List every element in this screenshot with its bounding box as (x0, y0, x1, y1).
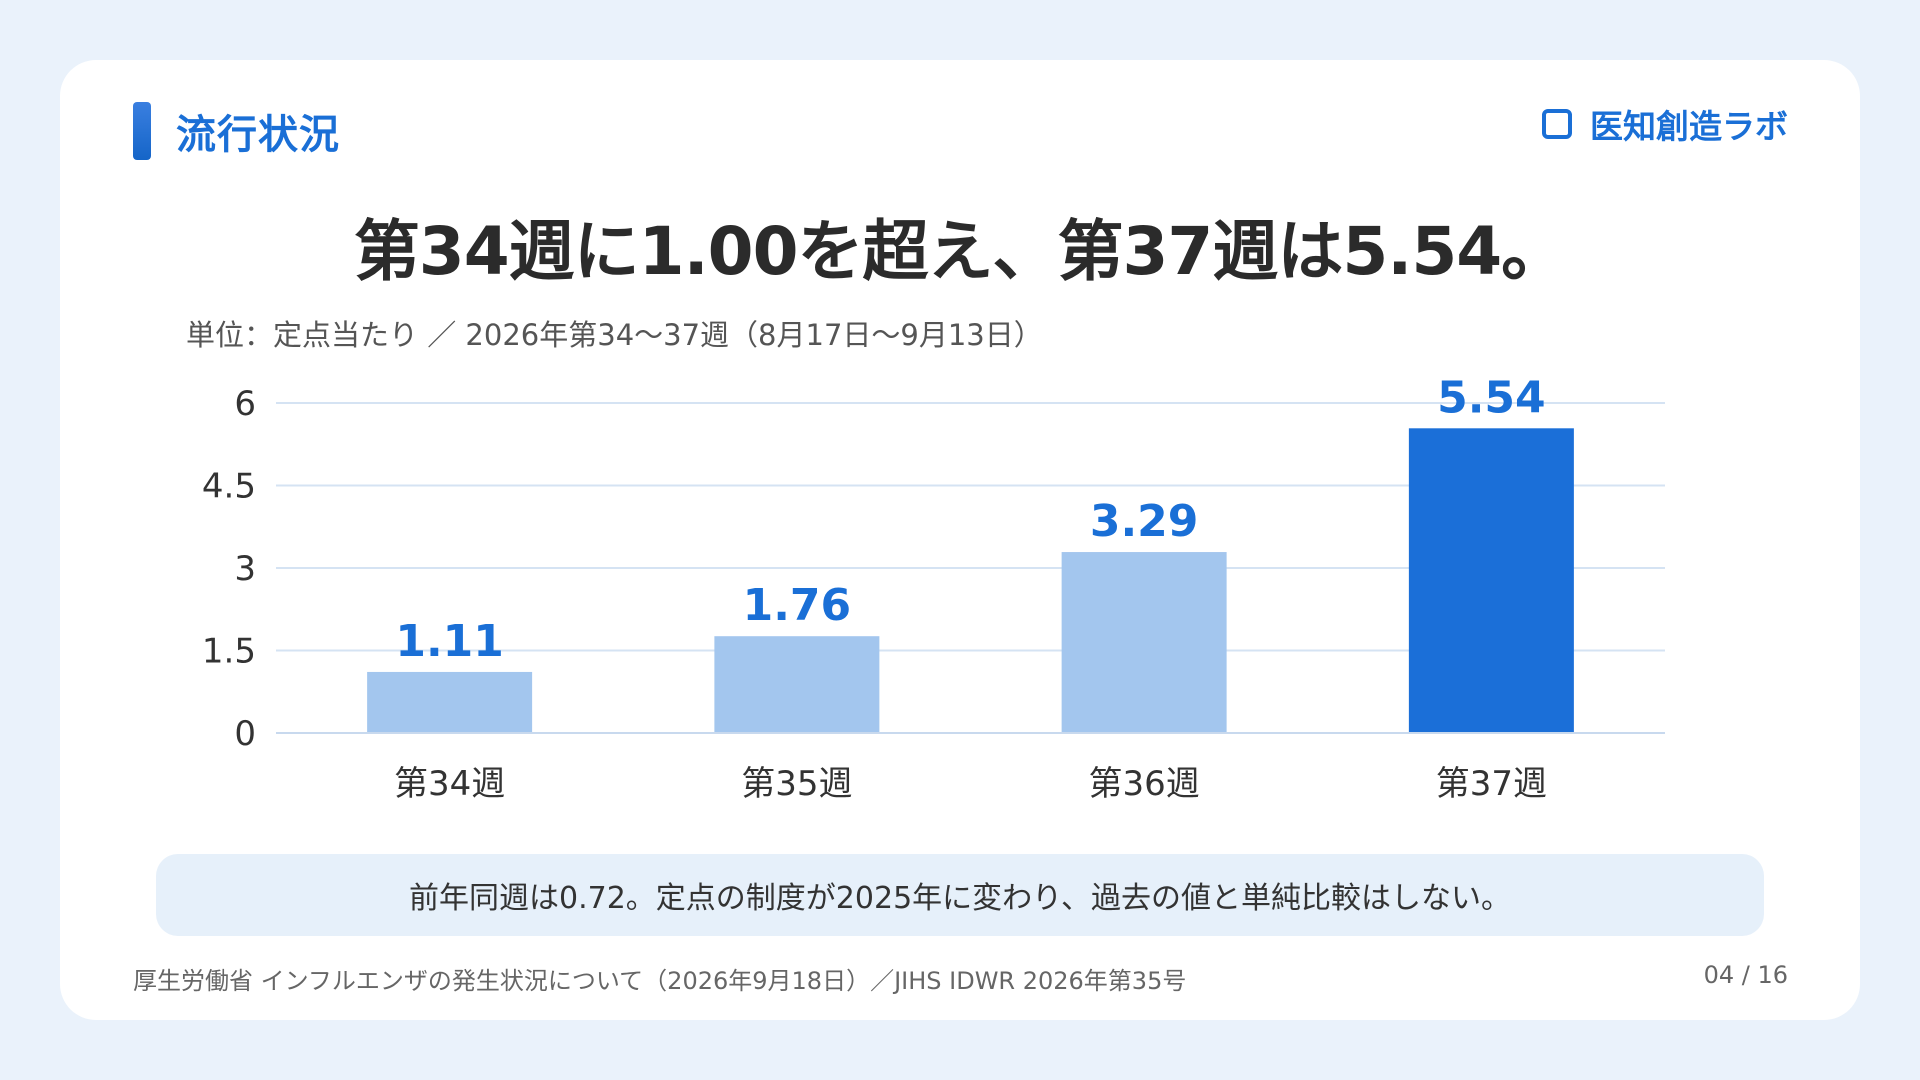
x-tick-label: 第36週 (1088, 764, 1199, 804)
bar (1061, 552, 1227, 733)
data-label: 5.54 (1437, 372, 1546, 423)
y-tick-label: 6 (234, 384, 256, 424)
data-label: 3.29 (1090, 496, 1199, 547)
bar (714, 636, 880, 733)
x-tick-label: 第34週 (394, 764, 505, 804)
x-tick-label: 第35週 (741, 764, 852, 804)
data-label: 1.11 (395, 616, 504, 667)
note-text: 前年同週は0.72。定点の制度が2025年に変わり、過去の値と単純比較はしない。 (409, 881, 1511, 916)
brand-logo: 医知創造ラボ (1542, 100, 1788, 148)
y-tick-label: 0 (234, 714, 256, 754)
y-tick-label: 3 (234, 549, 256, 589)
section-header: 流行状況 (133, 102, 340, 160)
section-title: 流行状況 (176, 112, 340, 158)
y-tick-label: 1.5 (202, 632, 256, 672)
section-accent-bar (133, 102, 151, 160)
note-box: 前年同週は0.72。定点の制度が2025年に変わり、過去の値と単純比較はしない。 (156, 854, 1764, 936)
data-label: 1.76 (743, 580, 852, 631)
source-citation: 厚生労働省 インフルエンザの発生状況について（2026年9月18日）／JIHS … (133, 967, 1187, 995)
x-tick-label: 第37週 (1436, 764, 1547, 804)
square-outline-icon (1542, 109, 1572, 139)
bar (1408, 428, 1574, 733)
brand-name: 医知創造ラボ (1590, 107, 1788, 146)
slide-headline: 第34週に1.00を超え、第37週は5.54。 (353, 213, 1567, 290)
unit-note: 単位：定点当たり ／ 2026年第34〜37週（8月17日〜9月13日） (186, 318, 1043, 352)
page-number: 04 / 16 (1703, 961, 1788, 989)
bar (367, 671, 533, 733)
y-tick-label: 4.5 (202, 467, 256, 507)
